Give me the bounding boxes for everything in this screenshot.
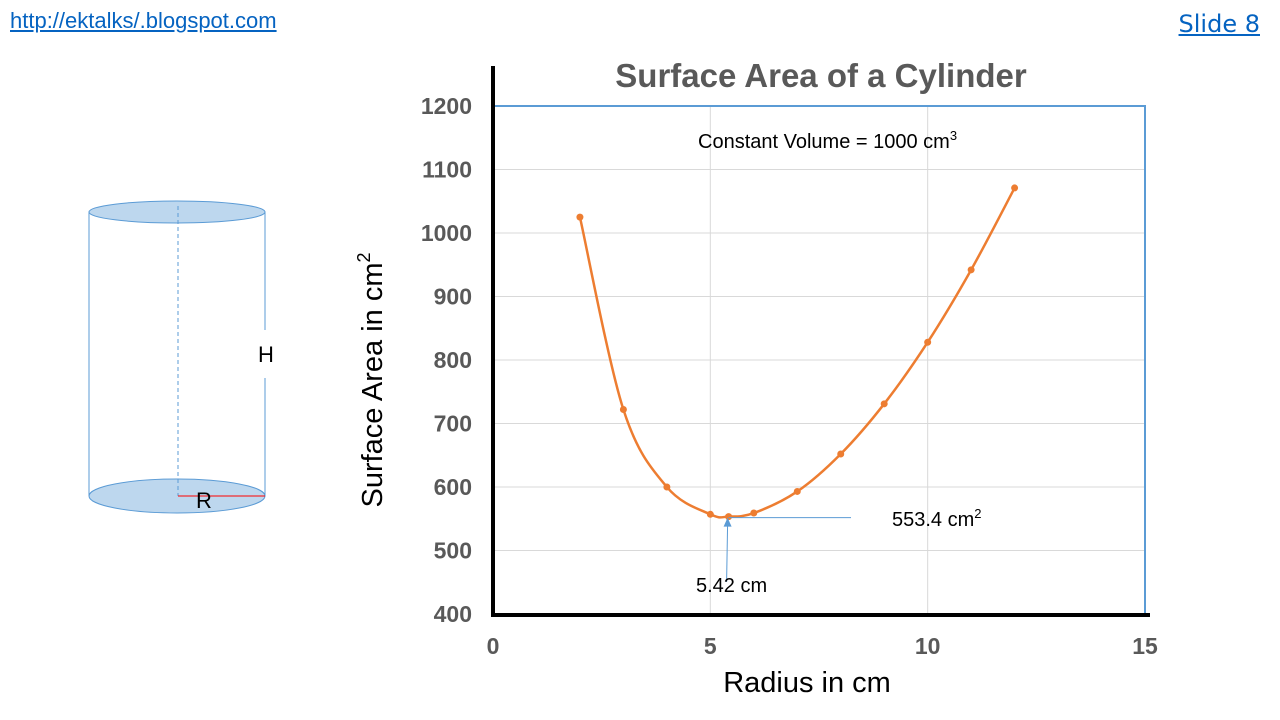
blog-link[interactable]: http://ektalks/.blogspot.com: [10, 8, 277, 33]
data-point: [880, 400, 888, 408]
y-tick-label: 800: [434, 347, 472, 373]
data-point: [750, 509, 758, 517]
x-tick-label: 10: [915, 633, 941, 659]
data-point: [924, 338, 932, 346]
min-value-text: 553.4 cm: [892, 509, 974, 531]
data-point: [1011, 184, 1019, 192]
y-axis-label: Surface Area in cm2: [354, 252, 389, 507]
y-axis-label-text: Surface Area in cm: [357, 263, 389, 508]
y-tick-label: 900: [434, 284, 472, 310]
y-axis-label-sup: 2: [354, 252, 374, 262]
data-point: [663, 483, 671, 491]
data-point: [837, 450, 845, 458]
min-radius-arrowhead: [723, 517, 732, 527]
data-point: [967, 266, 975, 274]
volume-annotation: Constant Volume = 1000 cm3: [698, 128, 957, 153]
radius-label: R: [196, 488, 212, 513]
y-tick-label: 600: [434, 474, 472, 500]
min-value-annotation: 553.4 cm2: [892, 506, 982, 531]
slide-label[interactable]: Slide 8: [1178, 10, 1260, 38]
volume-annotation-text: Constant Volume = 1000 cm: [698, 131, 950, 153]
data-point: [706, 510, 714, 518]
series-line: [578, 187, 1016, 519]
chart-title: Surface Area of a Cylinder: [615, 57, 1027, 94]
min-radius-arrow: [726, 524, 729, 583]
x-axis-label: Radius in cm: [723, 667, 891, 699]
x-tick-label: 15: [1132, 633, 1158, 659]
volume-annotation-sup: 3: [950, 128, 957, 143]
y-tick-label: 1100: [422, 157, 472, 183]
data-point: [576, 213, 584, 221]
cylinder-top-base: [88, 200, 266, 224]
y-tick-label: 400: [434, 601, 472, 627]
x-tick-label: 5: [704, 633, 717, 659]
data-point: [793, 487, 801, 495]
y-tick-label: 500: [434, 538, 472, 564]
y-tick-label: 1000: [421, 220, 472, 246]
data-point: [619, 406, 627, 414]
y-tick-label: 700: [434, 411, 472, 437]
x-tick-label: 0: [487, 633, 500, 659]
data-point: [725, 513, 733, 521]
height-label: H: [258, 342, 274, 367]
min-radius-annotation: 5.42 cm: [696, 575, 767, 597]
y-tick-label: 1200: [421, 93, 472, 119]
min-value-sup: 2: [974, 506, 981, 521]
